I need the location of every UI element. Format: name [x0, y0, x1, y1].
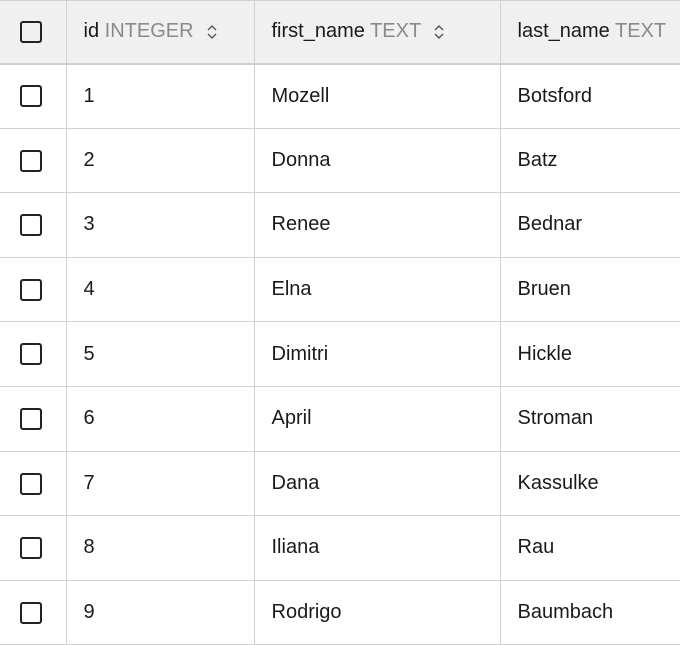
table-row[interactable]: 4 Elna Bruen — [0, 256, 680, 323]
row-checkbox[interactable] — [20, 407, 42, 430]
sort-updown-icon[interactable] — [206, 24, 218, 40]
cell-id[interactable]: 6 — [65, 385, 255, 452]
cell-last-name[interactable]: Batz — [499, 127, 680, 194]
cell-last-name[interactable]: Rau — [499, 515, 680, 581]
row-checkbox[interactable] — [20, 343, 42, 366]
cell-id[interactable]: 3 — [65, 192, 255, 258]
column-header-last-name[interactable]: last_name TEXT — [499, 0, 680, 65]
select-all-cell — [0, 0, 67, 65]
row-checkbox[interactable] — [20, 601, 42, 624]
cell-id[interactable]: 8 — [65, 515, 255, 581]
row-checkbox[interactable] — [20, 472, 42, 495]
cell-last-name[interactable]: Bednar — [499, 192, 680, 258]
row-select-cell — [0, 127, 67, 194]
table-row[interactable]: 6 April Stroman — [0, 385, 680, 452]
cell-last-name[interactable]: Stroman — [499, 385, 680, 452]
row-select-cell — [0, 450, 67, 517]
row-select-cell — [0, 515, 67, 581]
cell-first-name[interactable]: Dimitri — [253, 321, 501, 387]
row-select-cell — [0, 63, 67, 129]
row-checkbox[interactable] — [20, 537, 42, 560]
cell-first-name[interactable]: Iliana — [253, 515, 501, 581]
row-checkbox[interactable] — [20, 278, 42, 301]
row-select-cell — [0, 256, 67, 323]
cell-id[interactable]: 9 — [65, 579, 255, 645]
column-name: id — [83, 20, 100, 43]
column-name: last_name — [517, 20, 610, 43]
cell-last-name[interactable]: Baumbach — [499, 579, 680, 645]
table-row[interactable]: 9 Rodrigo Baumbach — [0, 579, 680, 645]
column-header-first-name[interactable]: first_name TEXT — [253, 0, 501, 65]
row-select-cell — [0, 321, 67, 387]
table-row[interactable]: 5 Dimitri Hickle — [0, 321, 680, 387]
cell-first-name[interactable]: Renee — [253, 192, 501, 258]
row-checkbox[interactable] — [20, 214, 42, 237]
cell-last-name[interactable]: Hickle — [499, 321, 680, 387]
cell-id[interactable]: 5 — [65, 321, 255, 387]
table-row[interactable]: 1 Mozell Botsford — [0, 63, 680, 129]
cell-first-name[interactable]: Donna — [253, 127, 501, 194]
cell-id[interactable]: 4 — [65, 256, 255, 323]
row-select-cell — [0, 579, 67, 645]
column-type: TEXT — [370, 20, 422, 43]
cell-id[interactable]: 1 — [65, 63, 255, 129]
column-name: first_name — [271, 20, 365, 43]
row-select-cell — [0, 385, 67, 452]
select-all-checkbox[interactable] — [20, 20, 42, 43]
row-select-cell — [0, 192, 67, 258]
cell-id[interactable]: 2 — [65, 127, 255, 194]
cell-first-name[interactable]: Rodrigo — [253, 579, 501, 645]
row-checkbox[interactable] — [20, 149, 42, 172]
cell-last-name[interactable]: Kassulke — [499, 450, 680, 517]
table-row[interactable]: 7 Dana Kassulke — [0, 450, 680, 517]
cell-id[interactable]: 7 — [65, 450, 255, 517]
table-row[interactable]: 2 Donna Batz — [0, 127, 680, 194]
cell-last-name[interactable]: Botsford — [499, 63, 680, 129]
cell-first-name[interactable]: Mozell — [253, 63, 501, 129]
header-row: id INTEGER first_name TEXT last_name TEX… — [0, 0, 680, 65]
row-checkbox[interactable] — [20, 85, 42, 108]
cell-last-name[interactable]: Bruen — [499, 256, 680, 323]
cell-first-name[interactable]: Elna — [253, 256, 501, 323]
column-type: TEXT — [614, 20, 667, 43]
table-row[interactable]: 8 Iliana Rau — [0, 515, 680, 581]
table-row[interactable]: 3 Renee Bednar — [0, 192, 680, 258]
cell-first-name[interactable]: April — [253, 385, 501, 452]
column-type: INTEGER — [104, 20, 194, 43]
cell-first-name[interactable]: Dana — [253, 450, 501, 517]
sort-updown-icon[interactable] — [433, 24, 445, 40]
column-header-id[interactable]: id INTEGER — [65, 0, 255, 65]
